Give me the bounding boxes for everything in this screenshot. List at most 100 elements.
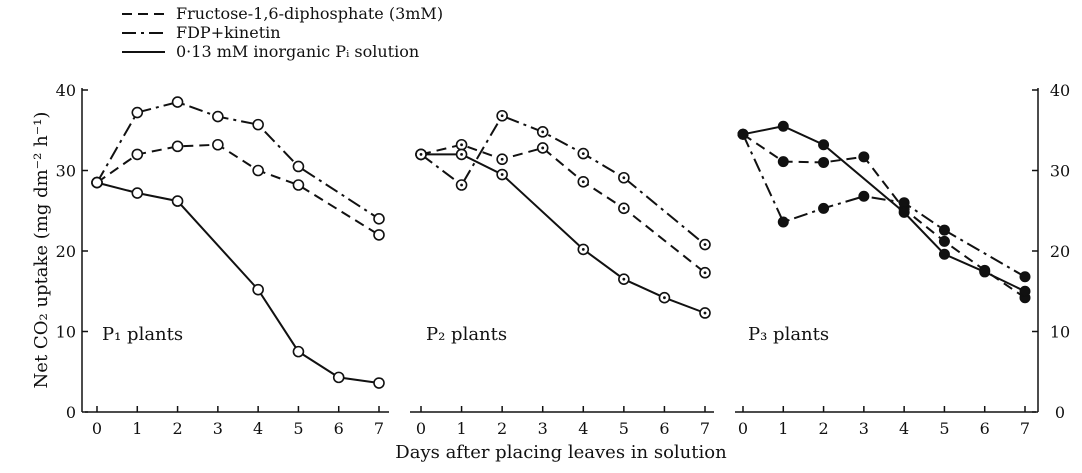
- data-point: [292, 160, 305, 173]
- data-point: [212, 138, 224, 151]
- x-tick-label: 2: [497, 419, 507, 438]
- data-point: [979, 266, 991, 278]
- data-point-dot: [581, 180, 585, 184]
- data-point: [91, 176, 103, 189]
- x-tick-label: 4: [578, 419, 588, 438]
- x-tick-label: 6: [334, 419, 344, 438]
- x-tick-label: 5: [619, 419, 629, 438]
- data-point-dot: [703, 311, 707, 315]
- data-point: [938, 235, 950, 247]
- y-tick-label-right: 40: [1050, 81, 1070, 100]
- x-tick-label: 1: [132, 419, 142, 438]
- panel: P₃ plants: [737, 120, 1031, 345]
- data-point-dot: [581, 247, 585, 251]
- data-point-dot: [622, 277, 626, 281]
- data-point-dot: [622, 176, 626, 180]
- legend-label: 0·13 mM inorganic Pᵢ solution: [176, 42, 419, 61]
- data-point-dot: [581, 152, 585, 155]
- y-tick-label-left: 30: [56, 162, 76, 181]
- axes: 0 10 20 30 40 0 10 20 30 40 0 1 2 3 4 5 6 7 0 1 2 3 4 5 6 7 0 1 2 3 4 5…: [56, 81, 1071, 438]
- legend-label: Fructose-1,6-diphosphate (3mM): [176, 4, 443, 23]
- data-point-dot: [460, 183, 463, 187]
- y-tick-label-right: 0: [1055, 403, 1065, 422]
- panel-label: P₃ plants: [748, 324, 829, 345]
- data-point-dot: [541, 130, 545, 134]
- x-tick-label: 2: [818, 419, 828, 438]
- data-point-dot: [500, 173, 504, 176]
- x-tick-label: 4: [253, 419, 263, 438]
- data-point: [131, 148, 144, 161]
- data-point-dot: [541, 146, 545, 150]
- x-tick-label: 7: [374, 419, 384, 438]
- data-point: [171, 96, 184, 108]
- y-tick-label-left: 0: [66, 403, 76, 422]
- y-tick-label-right: 30: [1050, 162, 1070, 181]
- panel: P₁ plants: [91, 96, 385, 389]
- data-point: [818, 156, 830, 168]
- data-point: [292, 345, 305, 358]
- panel-label: P₁ plants: [102, 324, 183, 345]
- data-point: [332, 371, 345, 384]
- data-point-dot: [663, 296, 666, 300]
- data-point: [252, 164, 264, 177]
- data-point: [818, 202, 830, 214]
- x-tick-label: 2: [172, 419, 182, 438]
- x-tick-label: 6: [659, 419, 669, 438]
- data-point: [292, 179, 305, 191]
- data-point: [252, 118, 264, 131]
- series-line-solid: [96, 181, 380, 384]
- data-point: [252, 283, 264, 296]
- data-point: [131, 106, 144, 119]
- data-point-dot: [703, 271, 707, 275]
- data-point: [171, 195, 184, 207]
- data-point: [373, 229, 385, 241]
- data-point: [777, 120, 789, 132]
- y-tick-label-left: 40: [56, 81, 76, 100]
- x-tick-label: 1: [778, 419, 788, 438]
- data-point: [818, 139, 830, 151]
- data-point-dot: [419, 153, 423, 156]
- legend-label: FDP+kinetin: [176, 23, 281, 42]
- x-tick-label: 0: [92, 419, 102, 438]
- data-point: [212, 110, 224, 123]
- data-point: [131, 187, 144, 199]
- panel: P₂ plants: [415, 109, 711, 345]
- series-line-dashdot: [96, 101, 380, 220]
- x-tick-label: 0: [738, 419, 748, 438]
- data-point: [777, 156, 789, 168]
- data-point: [938, 248, 950, 260]
- x-tick-label: 1: [456, 419, 466, 438]
- series-line-dashdot: [742, 133, 1026, 278]
- y-tick-label-right: 10: [1050, 323, 1070, 342]
- panels: P₁ plants P₂ plants P₃ plants: [91, 96, 1031, 389]
- data-point: [737, 128, 749, 140]
- x-tick-label: 3: [859, 419, 869, 438]
- x-axis-title: Days after placing leaves in solution: [395, 442, 727, 463]
- y-tick-label-right: 20: [1050, 242, 1070, 261]
- data-point-dot: [500, 114, 504, 118]
- data-point: [373, 377, 385, 389]
- data-point: [898, 206, 910, 218]
- y-tick-label-left: 10: [56, 323, 76, 342]
- panel-label: P₂ plants: [426, 324, 507, 345]
- x-tick-label: 6: [980, 419, 990, 438]
- data-point: [373, 213, 385, 225]
- x-tick-label: 4: [899, 419, 909, 438]
- legend: Fructose-1,6-diphosphate (3mM)FDP+kineti…: [122, 4, 443, 61]
- x-tick-label: 7: [700, 419, 710, 438]
- x-tick-label: 3: [213, 419, 223, 438]
- y-tick-label-left: 20: [56, 242, 76, 261]
- x-tick-label: 5: [293, 419, 303, 438]
- data-point: [898, 197, 910, 209]
- data-point: [858, 151, 870, 163]
- data-point: [1019, 285, 1031, 297]
- series-line-dashed: [742, 133, 1026, 299]
- x-tick-label: 7: [1020, 419, 1030, 438]
- data-point-dot: [622, 206, 626, 210]
- data-point-dot: [500, 157, 504, 161]
- y-axis-title: Net CO₂ uptake (mg dm⁻² h⁻¹): [31, 112, 52, 389]
- data-point: [171, 140, 184, 153]
- data-point-dot: [703, 243, 707, 246]
- data-point: [858, 190, 870, 202]
